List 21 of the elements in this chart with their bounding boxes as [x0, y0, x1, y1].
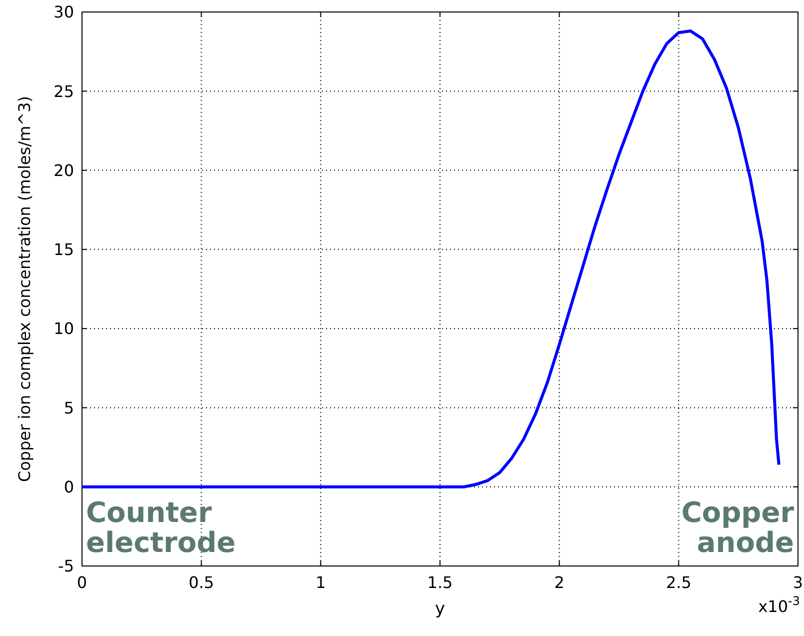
annotation: Counter electrode [86, 496, 236, 559]
annotation: Copper anode [681, 496, 794, 559]
y-tick-label: 25 [54, 82, 74, 101]
x-tick-label: 1 [316, 573, 326, 592]
y-axis-title: Copper ion complex concentration (moles/m^3) [15, 96, 34, 482]
y-tick-label: -5 [58, 556, 74, 576]
y-tick-label: 10 [54, 319, 74, 338]
x-tick-label: 2.5 [666, 573, 692, 592]
y-tick-label: 5 [64, 398, 74, 418]
x-axis-title: y [434, 599, 446, 619]
x-tick-label: 0.5 [188, 573, 214, 592]
x-tick-label: 0 [76, 573, 88, 592]
x-tick-label: 2 [554, 573, 564, 592]
y-tick-label: 20 [54, 160, 74, 180]
text: x10$^{-3}$ [758, 594, 800, 616]
x-tick-label: 1.5 [427, 573, 453, 592]
y-tick-label: 30 [54, 2, 74, 22]
y-tick-label: 0 [64, 477, 74, 496]
y-tick-label: 15 [54, 240, 74, 260]
line-series [80, 29, 780, 488]
x-tick-label: 3 [792, 573, 804, 592]
